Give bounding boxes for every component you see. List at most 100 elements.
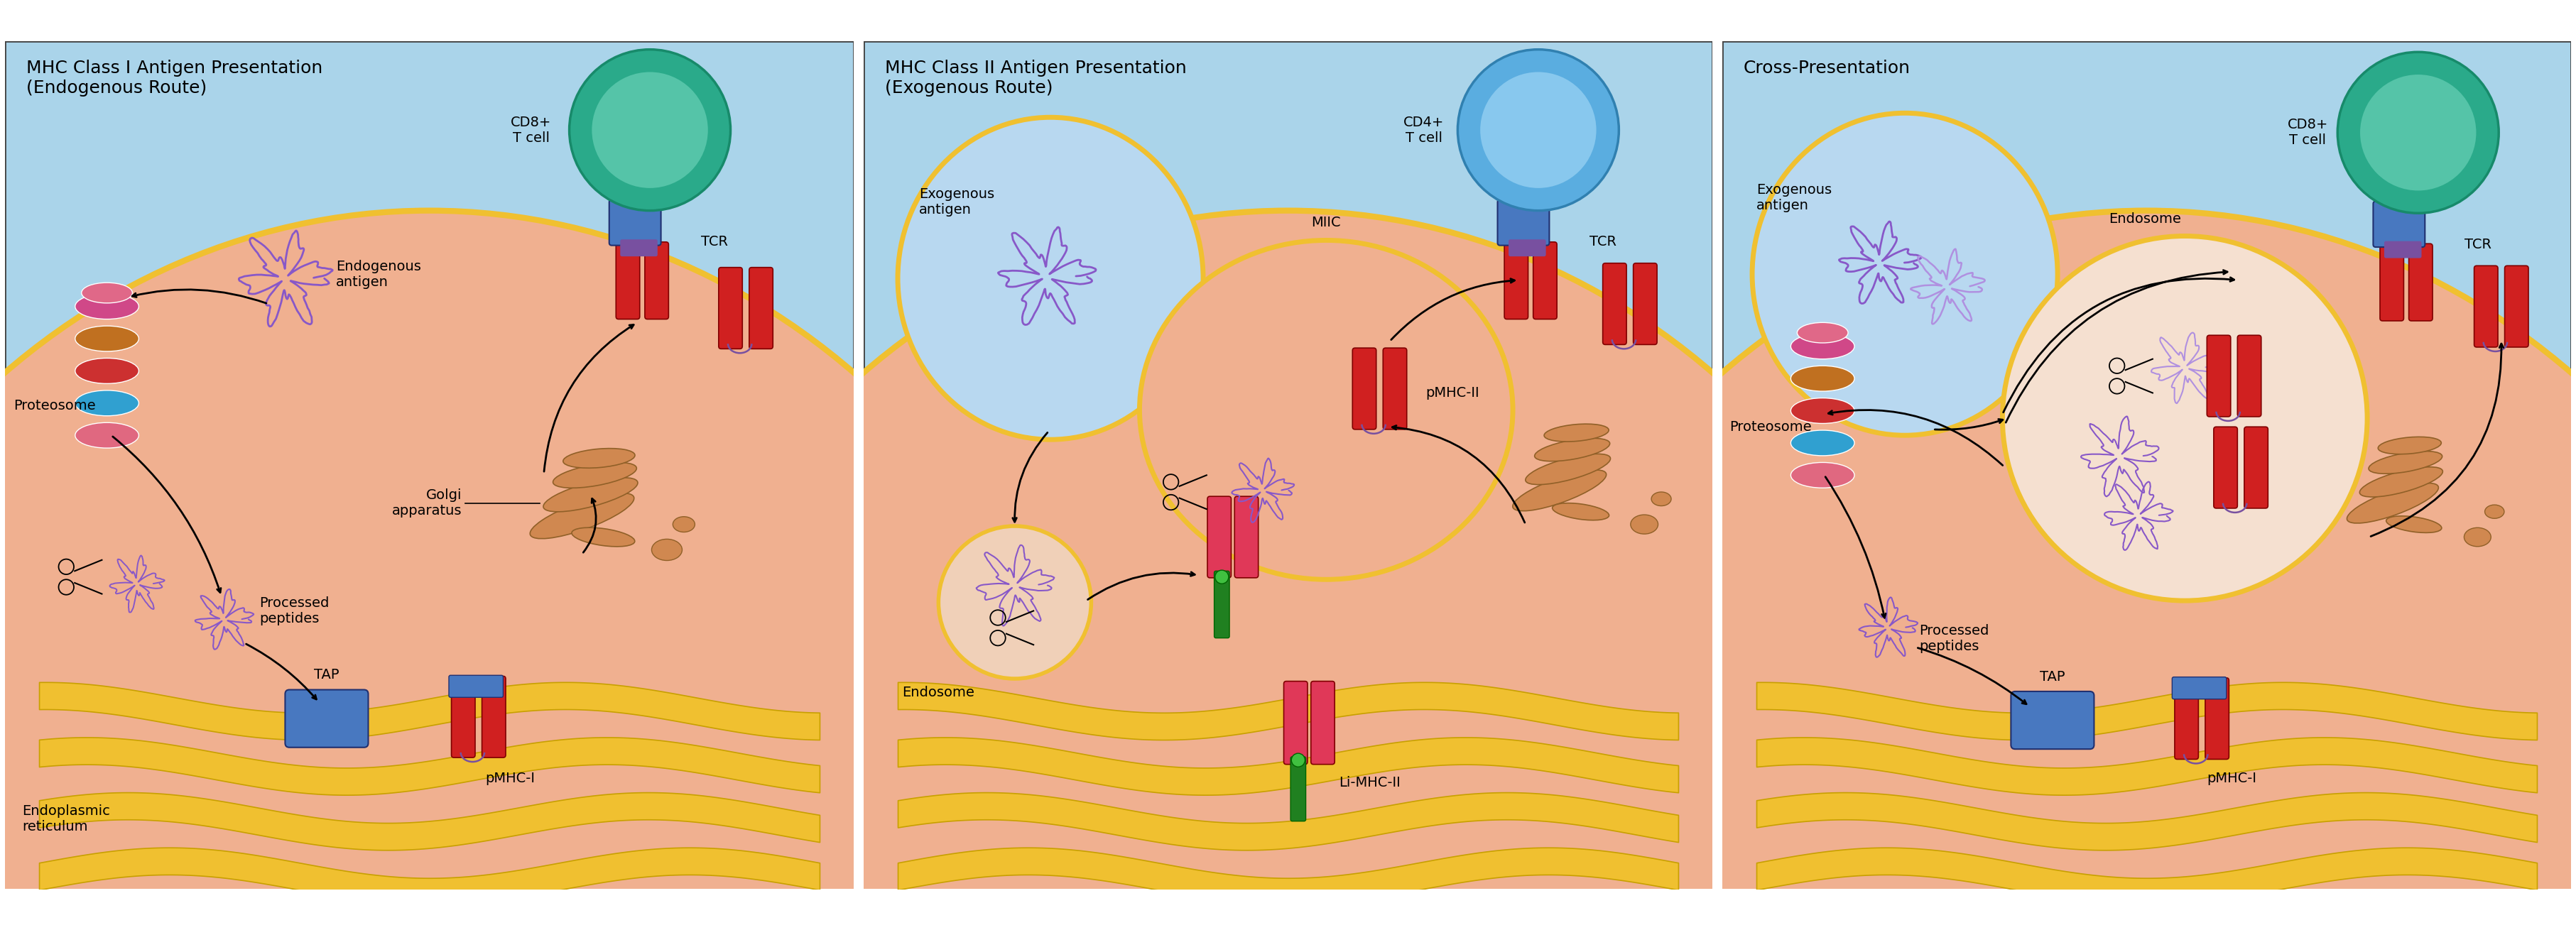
- Text: Li-MHC-II: Li-MHC-II: [1340, 777, 1401, 790]
- FancyBboxPatch shape: [1311, 682, 1334, 764]
- Circle shape: [1481, 72, 1597, 188]
- Text: Cross-Presentation: Cross-Presentation: [1744, 60, 1911, 76]
- Text: Exogenous
antigen: Exogenous antigen: [920, 188, 994, 217]
- Ellipse shape: [82, 283, 131, 303]
- FancyBboxPatch shape: [2172, 677, 2226, 699]
- Ellipse shape: [1790, 365, 1855, 392]
- Circle shape: [2336, 52, 2499, 213]
- Text: Endoplasmic
reticulum: Endoplasmic reticulum: [23, 804, 111, 833]
- Text: Proteosome: Proteosome: [13, 399, 95, 412]
- Text: CD8+
T cell: CD8+ T cell: [2287, 118, 2329, 147]
- Ellipse shape: [1790, 462, 1855, 488]
- FancyBboxPatch shape: [2213, 427, 2239, 509]
- Ellipse shape: [1798, 323, 1847, 343]
- Ellipse shape: [75, 391, 139, 416]
- Ellipse shape: [1543, 424, 1610, 442]
- FancyBboxPatch shape: [286, 690, 368, 748]
- Ellipse shape: [531, 493, 634, 538]
- Ellipse shape: [652, 539, 683, 561]
- Circle shape: [592, 72, 708, 188]
- FancyBboxPatch shape: [2239, 335, 2262, 417]
- Text: pMHC-I: pMHC-I: [484, 772, 536, 786]
- FancyBboxPatch shape: [644, 242, 670, 319]
- FancyBboxPatch shape: [1208, 497, 1231, 578]
- Circle shape: [569, 49, 732, 210]
- FancyBboxPatch shape: [1533, 242, 1556, 319]
- FancyBboxPatch shape: [719, 268, 742, 349]
- Circle shape: [1458, 49, 1618, 210]
- Text: TCR: TCR: [2465, 238, 2491, 251]
- Ellipse shape: [75, 325, 139, 352]
- Ellipse shape: [2378, 437, 2442, 454]
- FancyBboxPatch shape: [1723, 41, 2571, 889]
- Ellipse shape: [564, 448, 634, 468]
- FancyBboxPatch shape: [1213, 571, 1229, 638]
- Text: MHC Class II Antigen Presentation
(Exogenous Route): MHC Class II Antigen Presentation (Exoge…: [886, 60, 1188, 97]
- Ellipse shape: [2367, 451, 2442, 473]
- FancyBboxPatch shape: [2380, 244, 2403, 321]
- Ellipse shape: [1553, 503, 1610, 520]
- Ellipse shape: [1512, 470, 1607, 511]
- FancyBboxPatch shape: [2372, 201, 2424, 247]
- FancyBboxPatch shape: [1383, 348, 1406, 430]
- FancyBboxPatch shape: [1283, 682, 1309, 764]
- Ellipse shape: [899, 117, 1203, 440]
- Ellipse shape: [1631, 514, 1659, 534]
- Text: Endosome: Endosome: [2110, 212, 2182, 226]
- FancyBboxPatch shape: [5, 41, 853, 889]
- Ellipse shape: [1790, 398, 1855, 423]
- Ellipse shape: [592, 210, 1984, 930]
- Text: Endosome: Endosome: [902, 685, 974, 699]
- FancyBboxPatch shape: [2409, 244, 2432, 321]
- FancyBboxPatch shape: [1504, 242, 1528, 319]
- Ellipse shape: [1139, 240, 1512, 579]
- FancyBboxPatch shape: [2205, 678, 2228, 759]
- Text: TCR: TCR: [701, 235, 729, 248]
- Ellipse shape: [1752, 113, 2058, 435]
- Text: MIIC: MIIC: [1311, 216, 1342, 230]
- Ellipse shape: [2360, 467, 2442, 497]
- Ellipse shape: [1450, 210, 2576, 930]
- Text: Endogenous
antigen: Endogenous antigen: [335, 259, 420, 288]
- Ellipse shape: [2486, 505, 2504, 518]
- FancyBboxPatch shape: [863, 41, 1713, 889]
- Text: Processed
peptides: Processed peptides: [260, 596, 330, 625]
- FancyBboxPatch shape: [2208, 335, 2231, 417]
- Text: TCR: TCR: [1589, 235, 1615, 248]
- Circle shape: [1216, 570, 1229, 584]
- Ellipse shape: [2347, 483, 2439, 524]
- FancyBboxPatch shape: [621, 239, 657, 257]
- Ellipse shape: [1790, 431, 1855, 456]
- Ellipse shape: [1535, 438, 1610, 461]
- Ellipse shape: [0, 210, 1126, 930]
- Ellipse shape: [1651, 492, 1672, 506]
- Ellipse shape: [672, 517, 696, 532]
- FancyBboxPatch shape: [1352, 348, 1376, 430]
- FancyBboxPatch shape: [608, 200, 662, 246]
- Text: CD4+
T cell: CD4+ T cell: [1404, 115, 1445, 144]
- FancyBboxPatch shape: [2174, 678, 2197, 759]
- Text: CD8+
T cell: CD8+ T cell: [510, 115, 551, 144]
- FancyBboxPatch shape: [1291, 757, 1306, 821]
- FancyBboxPatch shape: [1602, 263, 1625, 345]
- Ellipse shape: [1525, 454, 1610, 485]
- Text: MHC Class I Antigen Presentation
(Endogenous Route): MHC Class I Antigen Presentation (Endoge…: [26, 60, 322, 97]
- Text: pMHC-II: pMHC-II: [1425, 386, 1479, 400]
- FancyBboxPatch shape: [2385, 241, 2421, 259]
- Ellipse shape: [75, 294, 139, 319]
- Ellipse shape: [554, 462, 636, 488]
- Circle shape: [1291, 753, 1306, 767]
- Text: Golgi
apparatus: Golgi apparatus: [392, 488, 461, 518]
- Text: Proteosome: Proteosome: [1728, 420, 1811, 433]
- FancyBboxPatch shape: [1497, 200, 1548, 246]
- FancyBboxPatch shape: [1510, 239, 1546, 257]
- FancyBboxPatch shape: [2504, 266, 2530, 347]
- FancyBboxPatch shape: [448, 675, 502, 698]
- Ellipse shape: [572, 527, 634, 547]
- Circle shape: [938, 526, 1092, 679]
- FancyBboxPatch shape: [1234, 497, 1257, 578]
- FancyBboxPatch shape: [2473, 266, 2499, 347]
- FancyBboxPatch shape: [616, 242, 639, 319]
- Ellipse shape: [75, 358, 139, 383]
- Text: Exogenous
antigen: Exogenous antigen: [1757, 183, 1832, 212]
